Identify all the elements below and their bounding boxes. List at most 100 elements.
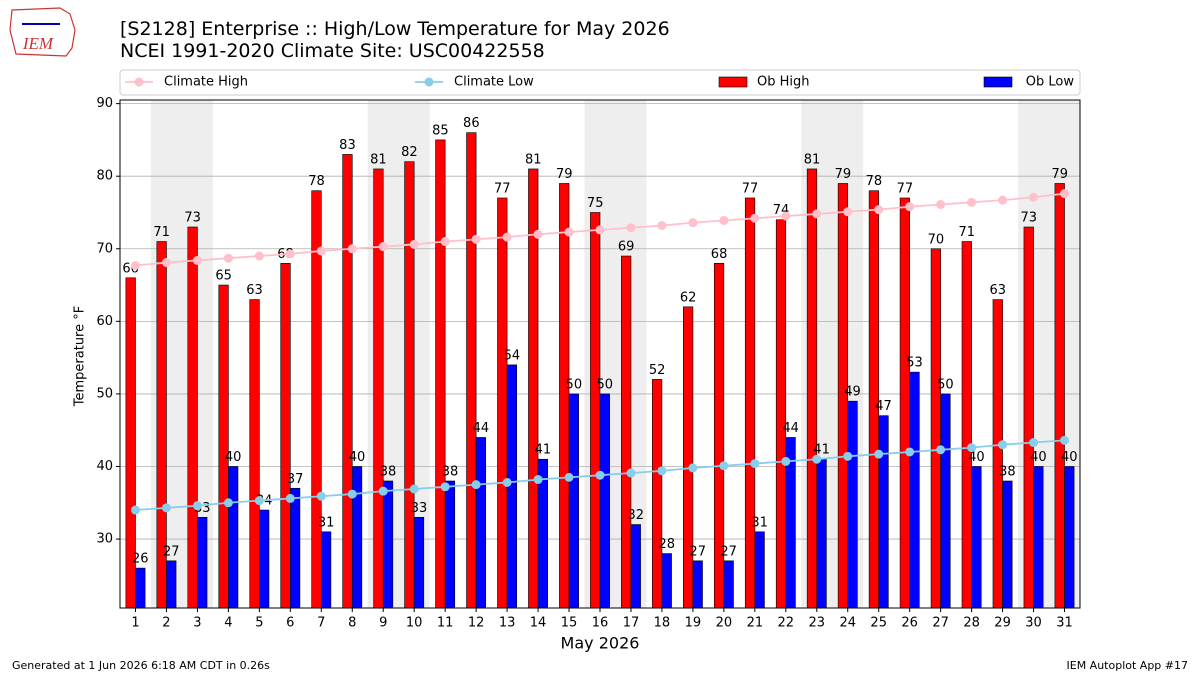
- data-label: 63: [990, 283, 1007, 298]
- x-tick-label: 3: [193, 616, 201, 631]
- data-label: 38: [999, 465, 1016, 480]
- y-tick-label: 50: [96, 386, 113, 401]
- data-label: 81: [525, 152, 542, 167]
- bar: [930, 248, 941, 609]
- marker: [1060, 435, 1070, 445]
- data-label: 37: [287, 472, 304, 487]
- data-label: 40: [1030, 450, 1047, 465]
- bar: [466, 132, 477, 609]
- marker: [254, 251, 264, 261]
- data-label: 81: [370, 152, 387, 167]
- data-label: 41: [813, 443, 830, 458]
- bar: [775, 219, 787, 609]
- x-tick-label: 30: [1025, 616, 1042, 631]
- chart-title: [S2128] Enterprise :: High/Low Temperatu…: [120, 18, 670, 40]
- bar: [683, 306, 694, 609]
- marker: [1029, 192, 1039, 202]
- x-tick-label: 16: [592, 616, 609, 631]
- marker: [1060, 189, 1070, 199]
- marker: [533, 475, 543, 485]
- data-label: 54: [504, 348, 521, 363]
- data-label: 41: [535, 443, 552, 458]
- marker: [316, 491, 326, 501]
- data-label: 50: [597, 377, 614, 392]
- marker: [161, 258, 171, 268]
- marker: [502, 477, 512, 487]
- data-label: 27: [720, 544, 737, 559]
- marker: [719, 215, 729, 225]
- data-label: 49: [844, 385, 861, 400]
- marker: [595, 470, 605, 480]
- bar: [754, 531, 765, 609]
- marker: [409, 239, 419, 249]
- data-label: 81: [804, 152, 821, 167]
- data-label: 71: [959, 225, 976, 240]
- bar: [413, 516, 425, 609]
- x-tick-label: 12: [468, 616, 485, 631]
- x-tick-label: 10: [406, 616, 423, 631]
- data-label: 73: [1020, 211, 1037, 226]
- bar: [259, 509, 270, 609]
- data-label: 83: [339, 138, 356, 153]
- marker: [254, 496, 264, 506]
- marker: [192, 501, 202, 511]
- marker: [285, 249, 295, 259]
- marker: [967, 197, 977, 207]
- bar: [135, 567, 146, 609]
- bar: [1033, 466, 1044, 609]
- data-label: 82: [401, 145, 418, 160]
- bar: [382, 480, 394, 609]
- y-tick-label: 30: [96, 532, 113, 547]
- x-tick-label: 4: [224, 616, 232, 631]
- data-label: 63: [246, 283, 263, 298]
- bar: [590, 212, 601, 609]
- x-tick-label: 11: [437, 616, 454, 631]
- marker: [781, 211, 791, 221]
- bar: [1002, 480, 1013, 609]
- bar: [1023, 226, 1034, 609]
- marker: [192, 255, 202, 265]
- legend-marker: [134, 77, 144, 87]
- x-tick-label: 22: [778, 616, 795, 631]
- bar: [320, 531, 332, 609]
- data-label: 78: [866, 174, 883, 189]
- x-tick-label: 26: [901, 616, 918, 631]
- data-label: 77: [494, 181, 511, 196]
- bar: [342, 154, 353, 609]
- data-label: 32: [627, 508, 644, 523]
- data-label: 27: [163, 544, 180, 559]
- bar: [878, 415, 889, 609]
- x-tick-label: 18: [654, 616, 671, 631]
- x-tick-label: 20: [716, 616, 733, 631]
- bar: [475, 437, 487, 609]
- bar: [744, 197, 756, 609]
- bar: [197, 516, 208, 609]
- marker: [998, 440, 1008, 450]
- legend-label: Climate Low: [454, 75, 534, 90]
- bar: [497, 197, 508, 609]
- legend-marker: [424, 77, 434, 87]
- marker: [750, 213, 760, 223]
- marker: [750, 459, 760, 469]
- marker: [1029, 438, 1039, 448]
- marker: [378, 242, 388, 252]
- x-tick-label: 21: [747, 616, 764, 631]
- marker: [967, 443, 977, 453]
- chart-subtitle: NCEI 1991-2020 Climate Site: USC00422558: [120, 40, 545, 62]
- bar: [899, 197, 910, 609]
- legend-label: Ob High: [757, 75, 810, 90]
- bar: [373, 168, 384, 609]
- y-tick-label: 90: [96, 96, 113, 111]
- bar: [1064, 466, 1075, 609]
- bar: [290, 487, 301, 609]
- data-label: 79: [556, 167, 573, 182]
- bar: [1054, 183, 1065, 609]
- x-tick-label: 5: [255, 616, 263, 631]
- marker: [223, 498, 233, 508]
- footer-right: IEM Autoplot App #17: [1067, 659, 1189, 672]
- bar: [187, 226, 198, 609]
- data-label: 44: [473, 421, 490, 436]
- bar: [218, 284, 229, 609]
- marker: [440, 482, 450, 492]
